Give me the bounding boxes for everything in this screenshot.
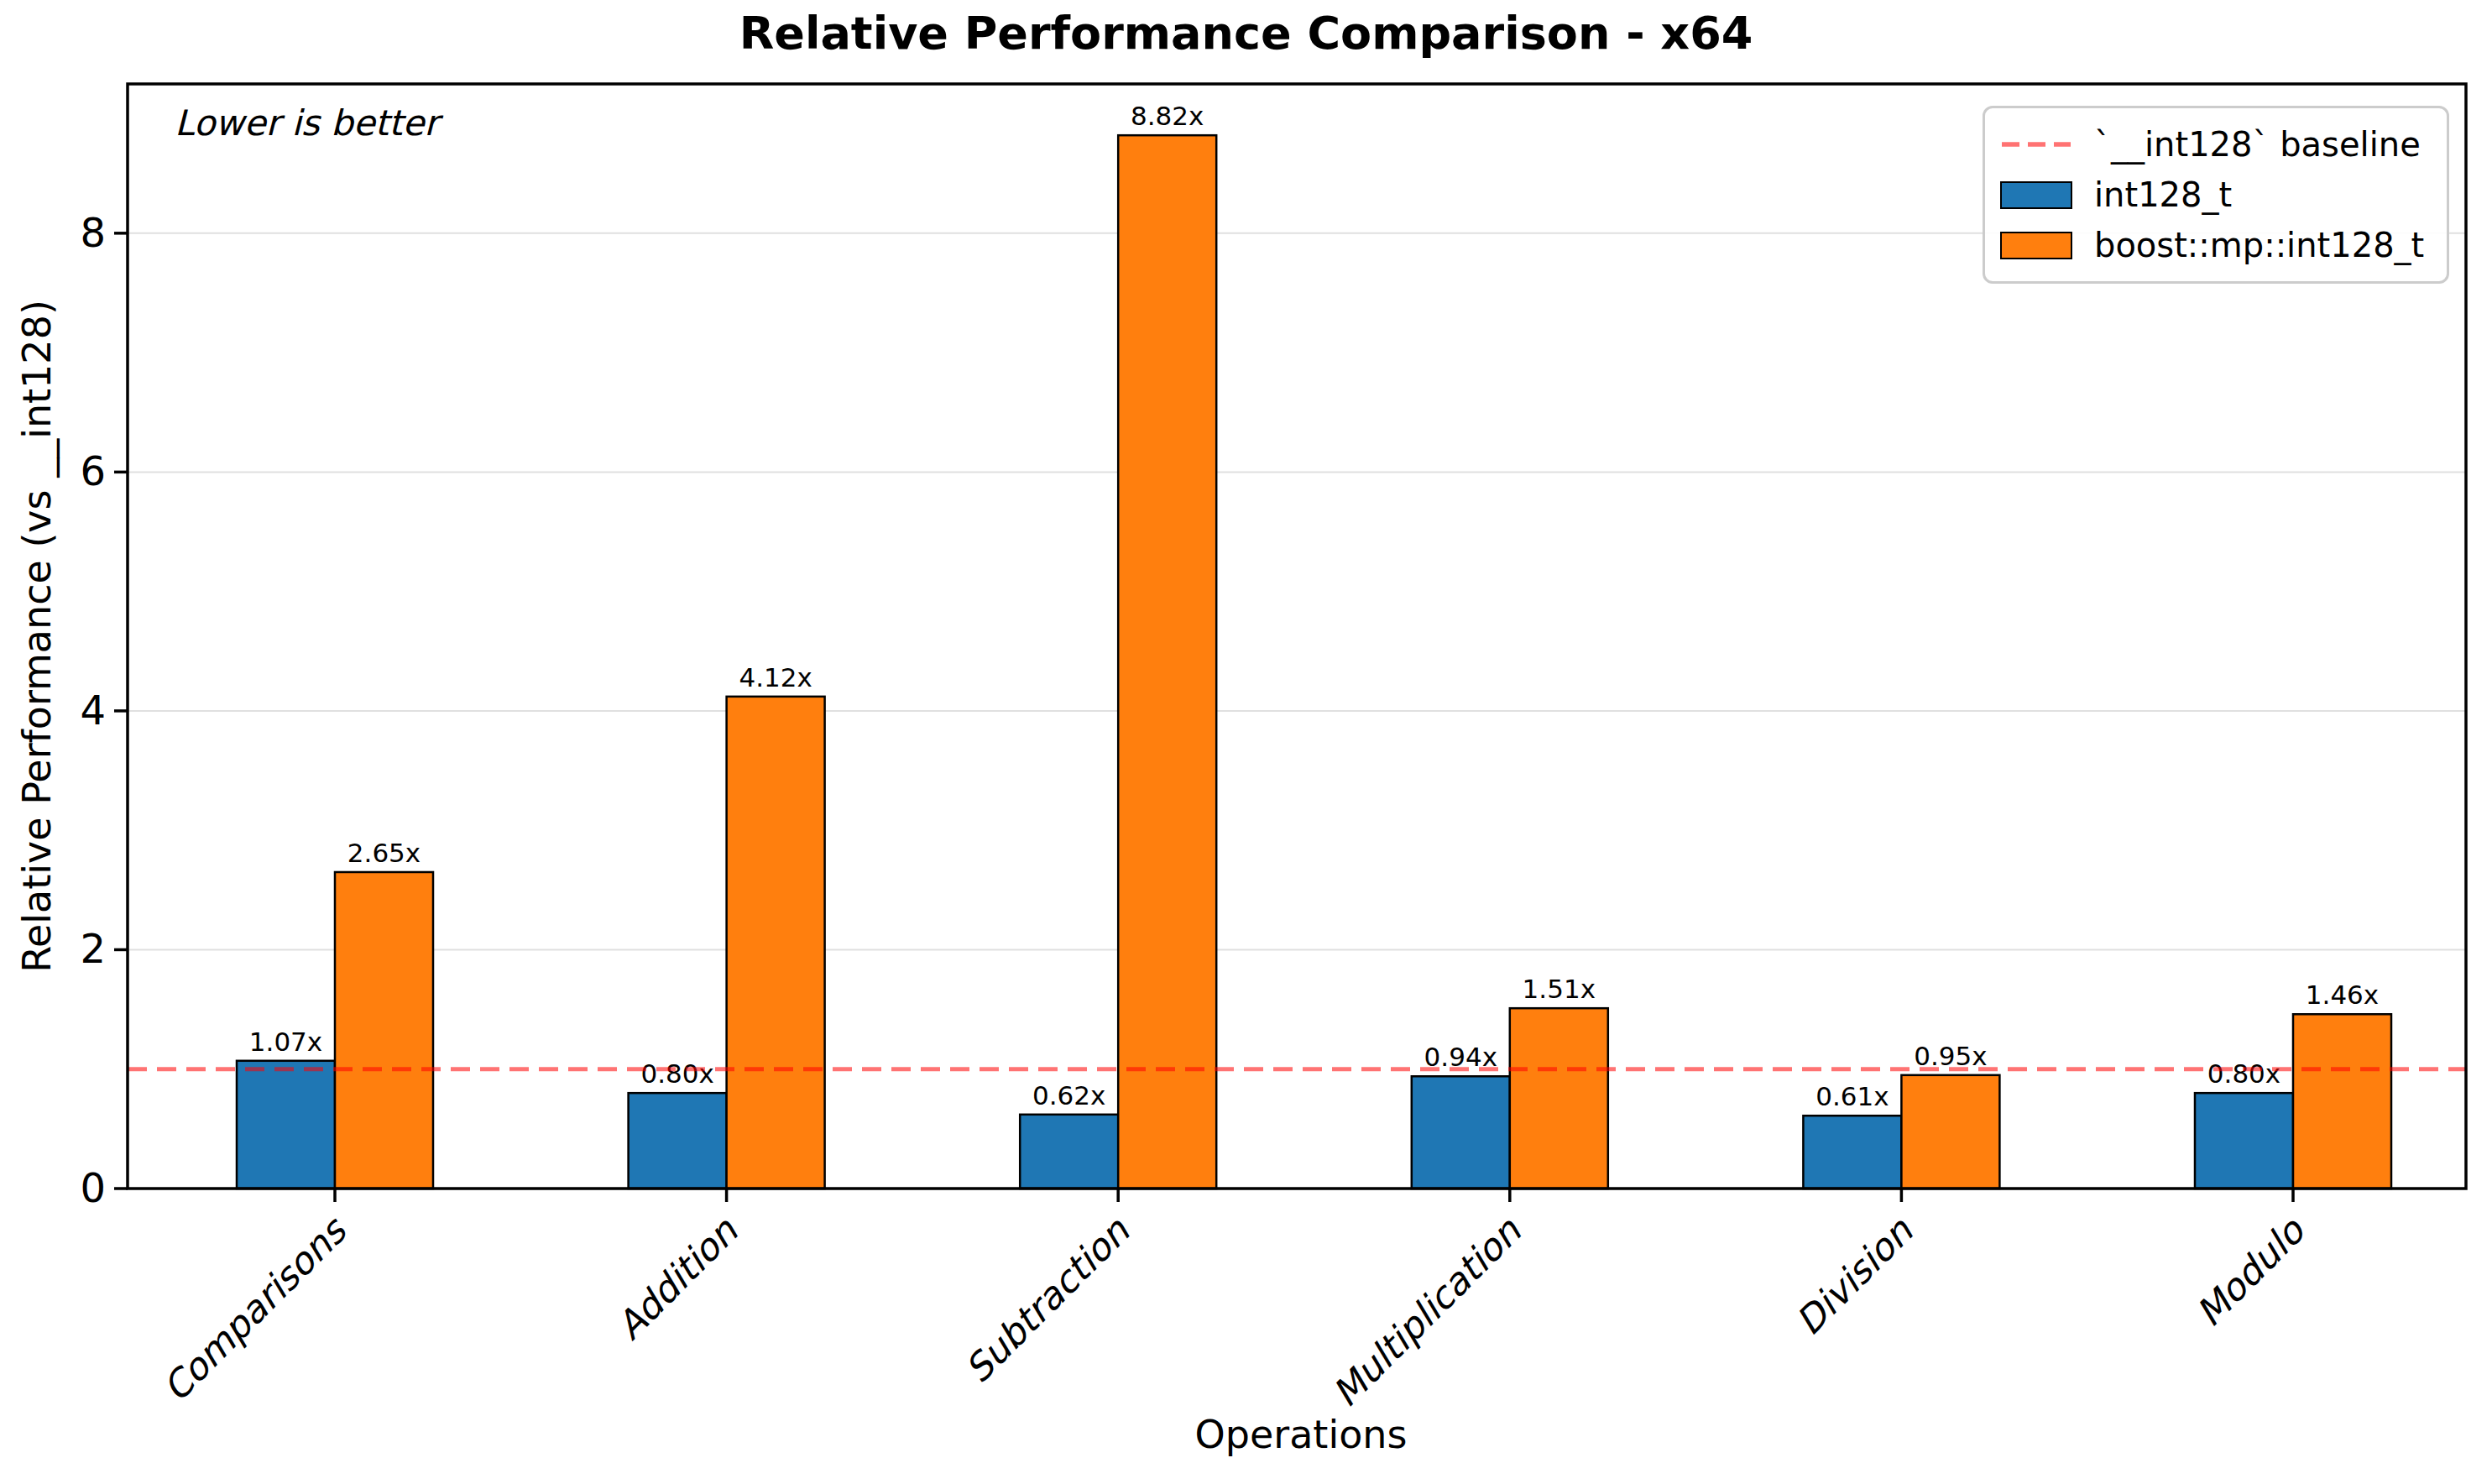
annotation-lower-is-better: Lower is better bbox=[175, 102, 439, 144]
bar-int128_t-Division bbox=[1803, 1116, 1901, 1189]
bar-value-label: 4.12x bbox=[739, 662, 812, 692]
bar-value-label: 1.51x bbox=[1523, 974, 1596, 1004]
bar-boost::mp::int128_t-Multiplication bbox=[1510, 1008, 1608, 1189]
bar-int128_t-Addition bbox=[629, 1093, 727, 1189]
legend-label-baseline: `__int128` baseline bbox=[2094, 125, 2421, 164]
bar-int128_t-Comparisons bbox=[237, 1061, 335, 1189]
x-tick-label-Comparisons: Comparisons bbox=[154, 1208, 357, 1410]
y-tick-label: 4 bbox=[80, 687, 106, 734]
bar-value-label: 1.46x bbox=[2306, 980, 2379, 1010]
baseline-dash-icon bbox=[2000, 138, 2072, 150]
bar-boost::mp::int128_t-Subtraction bbox=[1118, 135, 1216, 1189]
bar-boost::mp::int128_t-Modulo bbox=[2293, 1014, 2391, 1189]
x-tick-label-Subtraction: Subtraction bbox=[956, 1209, 1139, 1392]
boost-int128_t-swatch bbox=[2000, 232, 2072, 259]
bar-value-label: 0.80x bbox=[640, 1058, 713, 1089]
y-tick-label: 6 bbox=[80, 447, 106, 494]
int128_t-swatch bbox=[2000, 181, 2072, 209]
x-tick-label-Addition: Addition bbox=[608, 1209, 747, 1348]
x-tick-label-Modulo: Modulo bbox=[2187, 1209, 2314, 1335]
y-tick-label: 2 bbox=[80, 925, 106, 972]
bar-value-label: 0.62x bbox=[1032, 1080, 1105, 1110]
bar-value-label: 0.95x bbox=[1914, 1041, 1987, 1071]
legend-label-boost-int128_t: boost::mp::int128_t bbox=[2094, 226, 2424, 264]
bar-boost::mp::int128_t-Division bbox=[1901, 1075, 1999, 1189]
bar-int128_t-Subtraction bbox=[1020, 1115, 1118, 1189]
bar-boost::mp::int128_t-Addition bbox=[727, 697, 825, 1189]
bar-value-label: 2.65x bbox=[347, 838, 421, 868]
bar-value-label: 8.82x bbox=[1131, 101, 1204, 131]
bar-int128_t-Multiplication bbox=[1412, 1076, 1510, 1189]
legend-label-int128_t: int128_t bbox=[2094, 175, 2232, 214]
y-tick-label: 0 bbox=[80, 1164, 106, 1211]
bar-int128_t-Modulo bbox=[2195, 1093, 2293, 1189]
legend-item-boost-int128_t: boost::mp::int128_t bbox=[2000, 226, 2432, 264]
legend: `__int128` baseline int128_t boost::mp::… bbox=[1983, 106, 2449, 284]
int128_t-swatch-icon bbox=[2000, 181, 2072, 209]
x-axis-label: Operations bbox=[1195, 1412, 1408, 1457]
figure: Relative Performance Comparison - x64 1.… bbox=[0, 0, 2492, 1484]
x-tick-label-Multiplication: Multiplication bbox=[1324, 1209, 1530, 1415]
legend-item-baseline: `__int128` baseline bbox=[2000, 125, 2432, 164]
bar-value-label: 1.07x bbox=[249, 1027, 322, 1057]
bar-value-label: 0.61x bbox=[1815, 1081, 1889, 1111]
x-tick-label-Division: Division bbox=[1787, 1209, 1922, 1344]
legend-item-int128_t: int128_t bbox=[2000, 175, 2432, 214]
bar-boost::mp::int128_t-Comparisons bbox=[335, 872, 433, 1189]
y-axis-label: Relative Performance (vs __int128) bbox=[14, 300, 60, 973]
bar-value-label: 0.80x bbox=[2207, 1058, 2280, 1089]
y-tick-label: 8 bbox=[80, 209, 106, 256]
boost-int128_t-swatch-icon bbox=[2000, 232, 2072, 259]
